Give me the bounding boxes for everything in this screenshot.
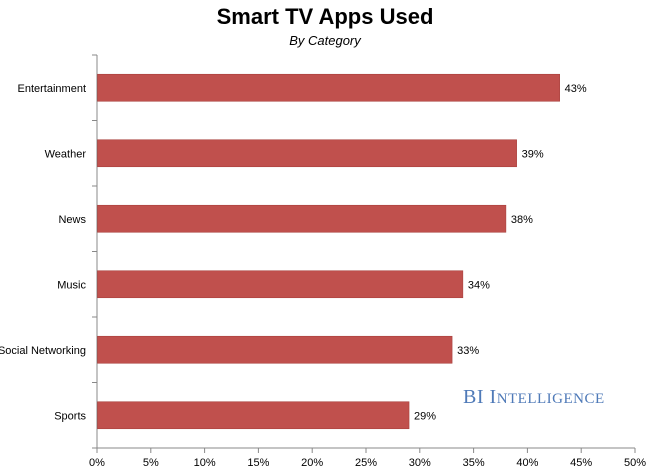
bar [97, 401, 410, 430]
category-label: Music [57, 279, 86, 291]
x-tick-label: 10% [194, 457, 216, 469]
category-label: Entertainment [18, 83, 86, 95]
watermark-part: B [463, 386, 477, 408]
x-tick-label: 50% [624, 457, 646, 469]
bar [97, 139, 517, 168]
data-label: 33% [457, 345, 479, 357]
chart-subtitle: By Category [289, 33, 361, 48]
bar [97, 73, 560, 102]
data-label: 29% [414, 410, 436, 422]
watermark-part: NTELLIGENCE [496, 391, 605, 407]
x-tick-label: 20% [301, 457, 323, 469]
x-tick-label: 45% [570, 457, 592, 469]
x-tick-label: 40% [516, 457, 538, 469]
data-label: 34% [468, 279, 490, 291]
category-label: Sports [54, 410, 86, 422]
x-tick-label: 25% [355, 457, 377, 469]
data-label: 39% [522, 148, 544, 160]
bar [97, 204, 507, 233]
x-tick-label: 30% [409, 457, 431, 469]
x-tick-label: 5% [143, 457, 159, 469]
bi-intelligence-watermark: BI INTELLIGENCE [463, 386, 643, 409]
category-label: News [58, 214, 86, 226]
category-label: Social Networking [0, 345, 86, 357]
watermark-part: I [476, 386, 490, 408]
x-tick-label: 35% [463, 457, 485, 469]
data-label: 38% [511, 214, 533, 226]
category-label: Weather [45, 148, 87, 160]
watermark-part: I [489, 386, 497, 408]
bar [97, 335, 453, 364]
chart-title: Smart TV Apps Used [216, 4, 434, 29]
bar [97, 270, 464, 299]
x-tick-label: 0% [89, 457, 105, 469]
x-tick-label: 15% [247, 457, 269, 469]
data-label: 43% [565, 83, 587, 95]
